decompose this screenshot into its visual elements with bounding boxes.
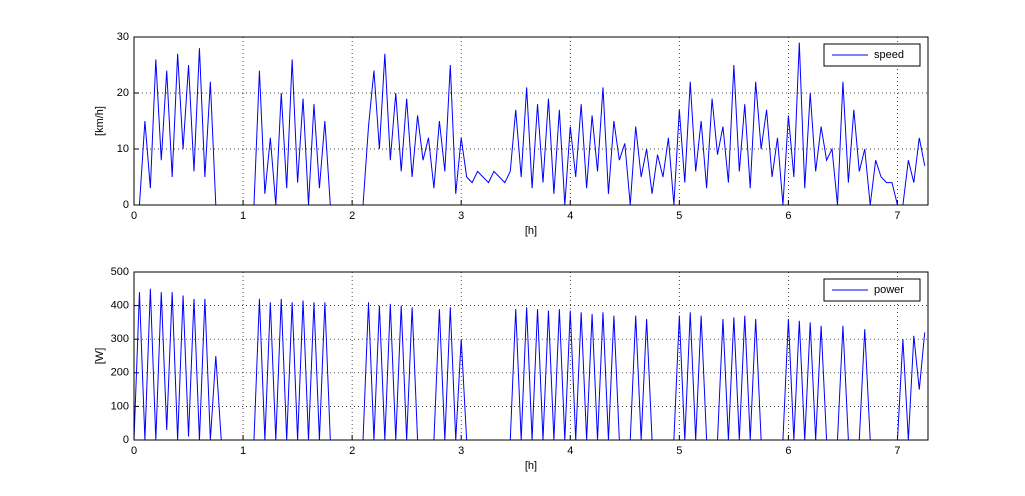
- x-axis-label: [h]: [525, 460, 537, 472]
- y-tick-label: 30: [117, 31, 129, 43]
- x-tick-label: 3: [458, 210, 464, 222]
- y-tick-label: 300: [111, 333, 129, 345]
- x-tick-label: 2: [349, 445, 355, 457]
- legend-label: speed: [874, 49, 904, 61]
- legend-box: [823, 43, 921, 67]
- x-tick-label: 2: [349, 210, 355, 222]
- y-tick-label: 10: [117, 143, 129, 155]
- y-tick-label: 0: [123, 434, 129, 446]
- x-tick-label: 4: [567, 445, 573, 457]
- x-tick-label: 1: [240, 445, 246, 457]
- speed-line: [133, 288, 926, 441]
- speed-line: [134, 42, 926, 206]
- axes-frame: [133, 36, 929, 206]
- y-tick-label: 500: [111, 266, 129, 278]
- x-tick-label: 5: [676, 210, 682, 222]
- legend-label: power: [874, 284, 904, 296]
- x-axis-label: [h]: [525, 225, 537, 237]
- y-tick-label: 400: [111, 300, 129, 312]
- x-tick-label: 4: [567, 210, 573, 222]
- x-tick-label: 7: [894, 210, 900, 222]
- x-tick-label: 7: [894, 445, 900, 457]
- x-tick-label: 5: [676, 445, 682, 457]
- y-tick-label: 0: [123, 199, 129, 211]
- x-tick-label: 0: [131, 210, 137, 222]
- x-tick-label: 6: [785, 210, 791, 222]
- x-tick-label: 1: [240, 210, 246, 222]
- y-tick-label: 100: [111, 400, 129, 412]
- axes-frame: [133, 271, 929, 441]
- y-axis-label: [W]: [94, 348, 106, 365]
- y-tick-label: 20: [117, 87, 129, 99]
- x-tick-label: 0: [131, 445, 137, 457]
- y-axis-label: [km/h]: [94, 106, 106, 136]
- x-tick-label: 6: [785, 445, 791, 457]
- legend-box: [823, 278, 921, 302]
- x-tick-label: 3: [458, 445, 464, 457]
- y-tick-label: 200: [111, 367, 129, 379]
